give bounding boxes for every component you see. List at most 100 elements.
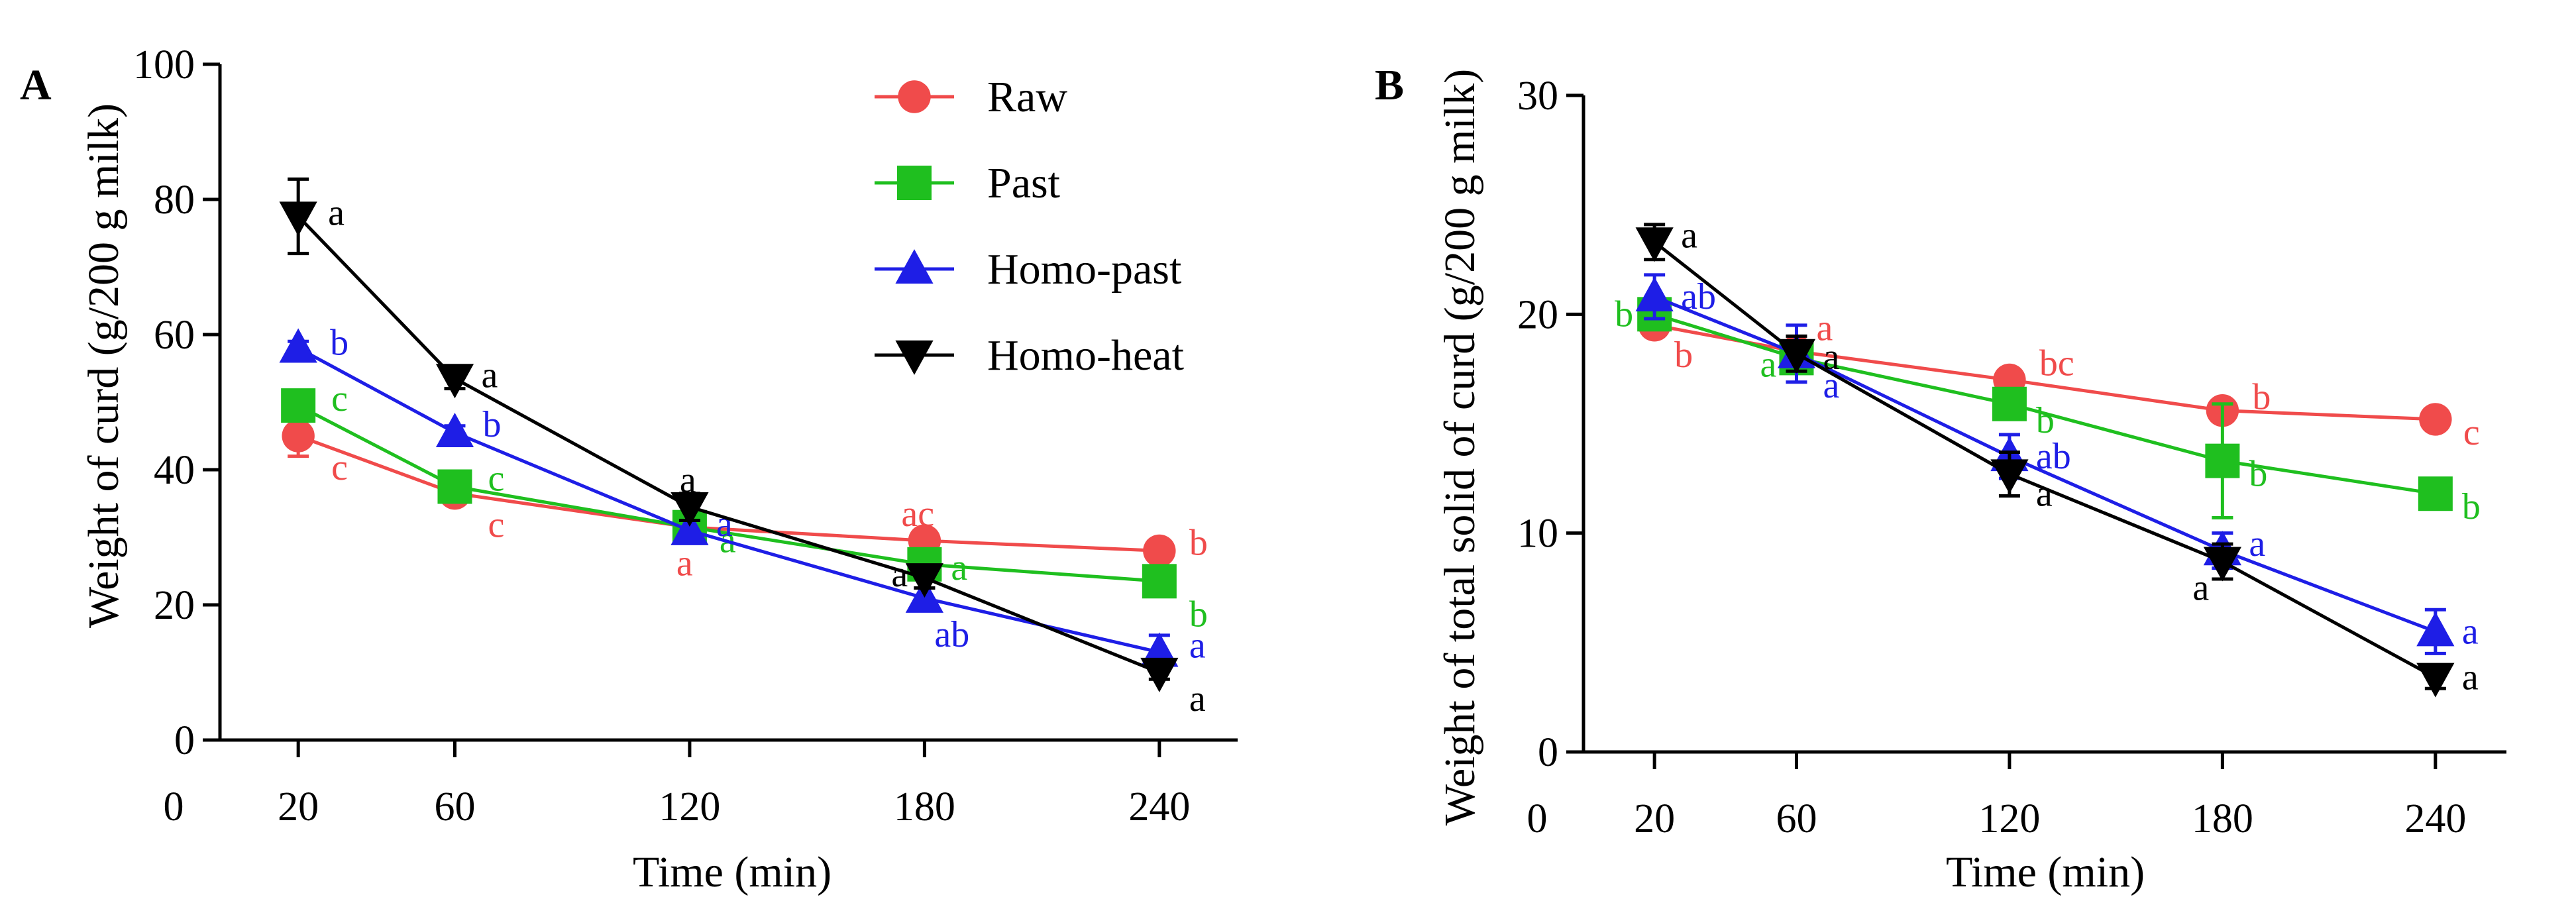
significance-label: b [330, 322, 349, 363]
x-tick-label: 0 [164, 784, 184, 829]
data-point [1635, 277, 1674, 312]
data-point [2416, 612, 2455, 647]
y-tick-label: 20 [1517, 292, 1558, 337]
x-tick-label: 20 [278, 784, 319, 829]
significance-label: a [680, 460, 696, 501]
data-point [282, 419, 315, 452]
data-point [2418, 476, 2453, 511]
panel-label: A [20, 61, 52, 109]
legend-item: Past [875, 159, 1060, 207]
y-tick-label: 0 [174, 718, 195, 763]
chart-panel-a: A Time (min) Weight of curd (g/200 g mil… [20, 42, 1238, 896]
data-point [1635, 227, 1674, 262]
significance-label: ab [934, 614, 969, 655]
data-point [1140, 657, 1179, 692]
x-axis-title: Time (min) [633, 848, 832, 896]
y-tick-label: 80 [154, 178, 195, 223]
significance-label: b [2036, 400, 2055, 441]
significance-label: a [716, 504, 733, 545]
y-tick-label: 30 [1517, 74, 1558, 119]
y-tick-label: 60 [154, 313, 195, 358]
significance-label: a [891, 554, 908, 595]
legend-item: Raw [875, 73, 1067, 121]
significance-label: b [2252, 377, 2271, 418]
x-tick-label: 0 [1527, 796, 1548, 841]
data-point [671, 492, 709, 527]
legend-label: Homo-heat [987, 331, 1184, 380]
y-tick-label: 20 [154, 583, 195, 628]
legend-label: Homo-past [987, 245, 1181, 293]
y-tick-label: 100 [133, 42, 195, 87]
significance-label: a [1189, 625, 1206, 666]
significance-label: a [1760, 344, 1776, 385]
significance-label: a [481, 354, 498, 396]
significance-label: a [2036, 473, 2053, 514]
y-tick-label: 40 [154, 448, 195, 493]
legend: Raw Past Homo-past Homo-heat [875, 73, 1184, 380]
data-point [1777, 339, 1816, 374]
x-tick-label: 180 [2192, 796, 2253, 841]
significance-label: a [2462, 611, 2479, 652]
legend-marker [897, 166, 932, 200]
significance-label: a [2192, 568, 2209, 609]
chart-panel-b: B Time (min) Weight of total solid of cu… [1375, 61, 2506, 896]
legend-item: Homo-heat [875, 331, 1184, 380]
data-point [1992, 386, 2027, 421]
significance-label: a [1816, 307, 1833, 348]
data-point [2205, 443, 2240, 478]
significance-label: a [676, 543, 693, 584]
significance-label: a [1189, 678, 1206, 719]
data-point [435, 364, 474, 399]
data-point [2203, 547, 2241, 582]
x-axis-title: Time (min) [1946, 848, 2145, 896]
significance-label: a [1681, 215, 1697, 256]
significance-label: a [951, 547, 967, 588]
significance-label: a [1823, 337, 1839, 378]
significance-label: c [488, 505, 504, 546]
data-point [1990, 459, 2029, 494]
y-axis-title: Weight of total solid of curd (g/200 g m… [1436, 69, 1484, 825]
x-tick-label: 120 [659, 784, 720, 829]
significance-label: a [328, 193, 345, 234]
significance-label: c [488, 458, 504, 500]
x-tick-label: 60 [1776, 796, 1817, 841]
significance-label: a [2249, 523, 2265, 564]
legend-label: Raw [987, 73, 1067, 121]
data-point [2419, 403, 2452, 436]
significance-label: ab [2036, 436, 2071, 477]
significance-label: b [1615, 293, 1633, 335]
axes: 0 10 20 30 0 20 60 120 180 240 [1517, 74, 2506, 841]
significance-label: b [482, 404, 501, 445]
y-axis-title: Weight of curd (g/200 g milk) [80, 103, 128, 628]
significance-label: ab [1681, 276, 1716, 317]
y-tick-label: 0 [1538, 730, 1558, 775]
data-point [435, 413, 474, 447]
significance-label: b [1189, 594, 1208, 635]
data-point [1142, 564, 1177, 599]
x-tick-label: 120 [1978, 796, 2040, 841]
legend-marker [895, 249, 934, 284]
legend-item: Homo-past [875, 245, 1181, 293]
axes: 0 20 40 60 80 100 0 20 60 120 180 240 [133, 42, 1238, 829]
data-point [671, 510, 709, 545]
x-tick-label: 240 [2404, 796, 2466, 841]
legend-marker [898, 80, 931, 113]
data-point [281, 388, 316, 423]
significance-label: bc [2039, 343, 2074, 384]
x-tick-label: 240 [1128, 784, 1190, 829]
x-tick-label: 60 [434, 784, 475, 829]
significance-label: c [331, 447, 348, 488]
data-point [2416, 663, 2455, 698]
significance-label: b [2462, 486, 2481, 527]
series-line [297, 346, 1160, 654]
x-tick-label: 20 [1634, 796, 1675, 841]
legend-marker [895, 340, 934, 375]
significance-label: a [2462, 657, 2479, 698]
